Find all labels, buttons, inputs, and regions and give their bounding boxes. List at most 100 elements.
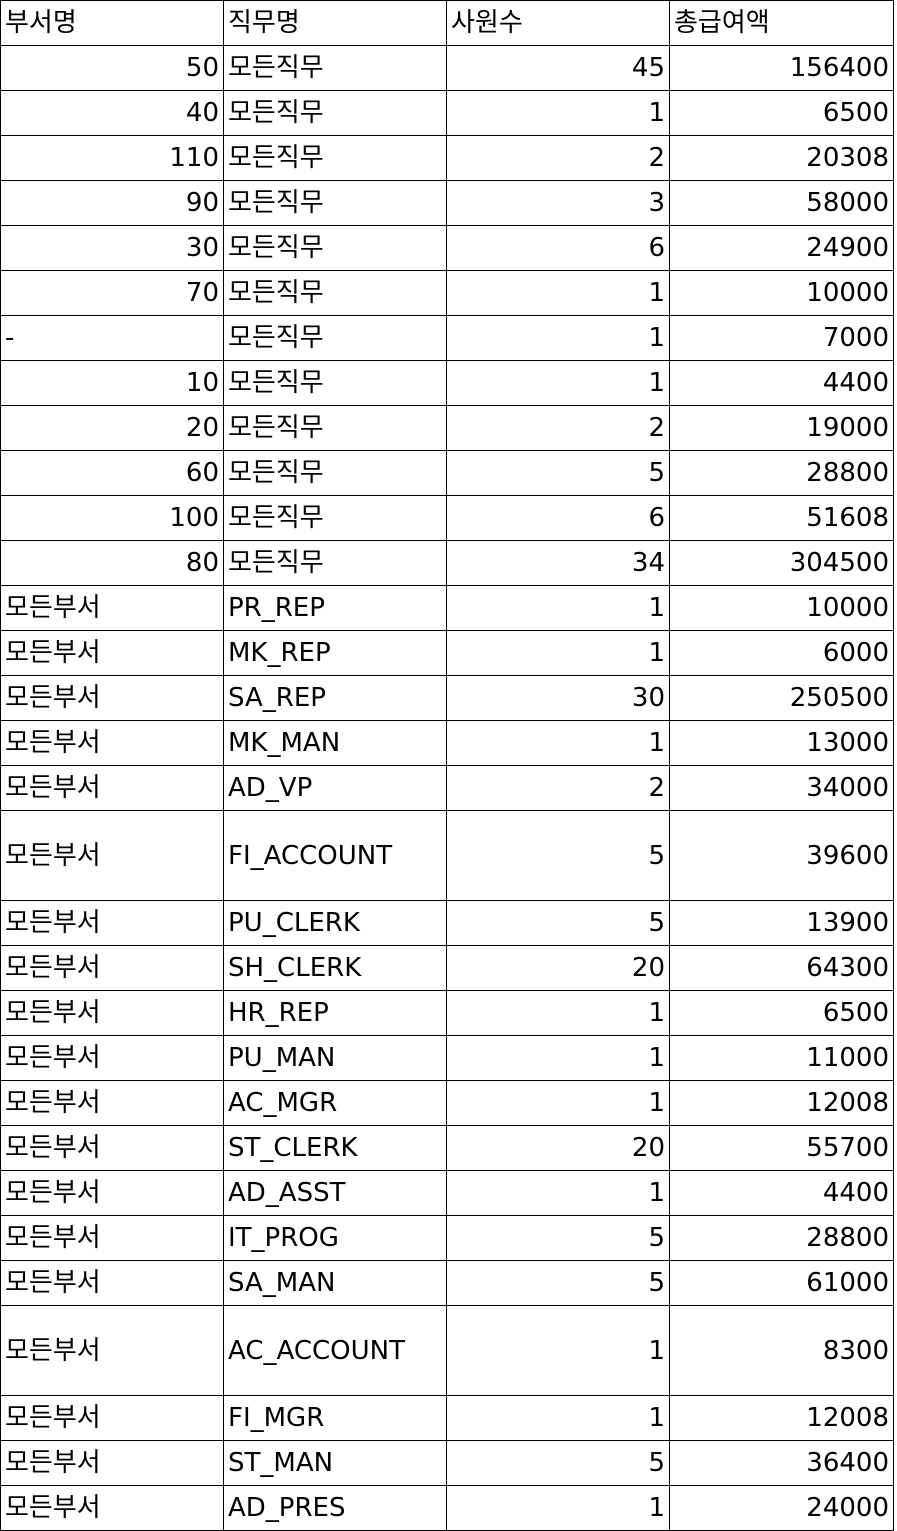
- cell-dept: 60: [0, 450, 224, 496]
- cell-total: 36400: [669, 1440, 894, 1486]
- cell-dept: 30: [0, 225, 224, 271]
- cell-dept: 모든부서: [0, 900, 224, 946]
- cell-dept: 50: [0, 45, 224, 91]
- cell-count: 20: [446, 945, 670, 991]
- cell-count: 1: [446, 585, 670, 631]
- cell-count: 1: [446, 1080, 670, 1126]
- table-row: 60 모든직무 5 28800: [0, 450, 894, 496]
- table-row: 모든부서 FI_MGR 1 12008: [0, 1395, 894, 1441]
- table-row: 모든부서 ST_CLERK 20 55700: [0, 1125, 894, 1171]
- cell-job: 모든직무: [223, 540, 447, 586]
- cell-total: 24900: [669, 225, 894, 271]
- cell-job: PR_REP: [223, 585, 447, 631]
- cell-dept: 모든부서: [0, 990, 224, 1036]
- cell-total: 28800: [669, 1215, 894, 1261]
- table-row: 90 모든직무 3 58000: [0, 180, 894, 226]
- cell-total: 10000: [669, 270, 894, 316]
- cell-total: 61000: [669, 1260, 894, 1306]
- cell-count: 1: [446, 1035, 670, 1081]
- cell-count: 34: [446, 540, 670, 586]
- cell-dept: 20: [0, 405, 224, 451]
- table-row: 모든부서 SH_CLERK 20 64300: [0, 945, 894, 991]
- cell-total: 8300: [669, 1305, 894, 1396]
- cell-count: 2: [446, 765, 670, 811]
- cell-job: 모든직무: [223, 315, 447, 361]
- cell-dept: 모든부서: [0, 1305, 224, 1396]
- cell-job: ST_CLERK: [223, 1125, 447, 1171]
- cell-count: 30: [446, 675, 670, 721]
- cell-dept: 모든부서: [0, 1215, 224, 1261]
- cell-count: 5: [446, 1260, 670, 1306]
- cell-total: 51608: [669, 495, 894, 541]
- table-row: 110 모든직무 2 20308: [0, 135, 894, 181]
- cell-total: 28800: [669, 450, 894, 496]
- cell-job: 모든직무: [223, 45, 447, 91]
- table-row: 모든부서 AC_MGR 1 12008: [0, 1080, 894, 1126]
- cell-dept: 모든부서: [0, 1170, 224, 1216]
- cell-job: AC_MGR: [223, 1080, 447, 1126]
- cell-dept: 모든부서: [0, 1485, 224, 1531]
- cell-total: 24000: [669, 1485, 894, 1531]
- cell-total: 10000: [669, 585, 894, 631]
- cell-dept: 모든부서: [0, 810, 224, 901]
- cell-dept: 모든부서: [0, 675, 224, 721]
- cell-count: 5: [446, 1440, 670, 1486]
- table-row: 모든부서 AD_VP 2 34000: [0, 765, 894, 811]
- cell-job: ST_MAN: [223, 1440, 447, 1486]
- cell-total: 11000: [669, 1035, 894, 1081]
- table-row: 70 모든직무 1 10000: [0, 270, 894, 316]
- cell-job: SH_CLERK: [223, 945, 447, 991]
- header-row: 부서명 직무명 사원수 총급여액: [0, 0, 894, 46]
- cell-count: 1: [446, 270, 670, 316]
- cell-dept: 모든부서: [0, 1035, 224, 1081]
- cell-job: MK_REP: [223, 630, 447, 676]
- cell-total: 250500: [669, 675, 894, 721]
- cell-count: 1: [446, 1170, 670, 1216]
- cell-total: 6500: [669, 90, 894, 136]
- cell-count: 2: [446, 135, 670, 181]
- cell-job: FI_ACCOUNT: [223, 810, 447, 901]
- table-row: 모든부서 PU_MAN 1 11000: [0, 1035, 894, 1081]
- table-row: 모든부서 PR_REP 1 10000: [0, 585, 894, 631]
- cell-count: 5: [446, 450, 670, 496]
- cell-job: 모든직무: [223, 270, 447, 316]
- cell-dept: 70: [0, 270, 224, 316]
- cell-count: 5: [446, 900, 670, 946]
- cell-total: 4400: [669, 360, 894, 406]
- table-row: 50 모든직무 45 156400: [0, 45, 894, 91]
- header-count: 사원수: [446, 0, 670, 46]
- cell-count: 1: [446, 1485, 670, 1531]
- cell-dept: 110: [0, 135, 224, 181]
- cell-count: 1: [446, 90, 670, 136]
- cell-total: 39600: [669, 810, 894, 901]
- header-total: 총급여액: [669, 0, 894, 46]
- cell-total: 34000: [669, 765, 894, 811]
- cell-count: 1: [446, 315, 670, 361]
- cell-job: 모든직무: [223, 450, 447, 496]
- table-row: 모든부서 MK_MAN 1 13000: [0, 720, 894, 766]
- cell-job: 모든직무: [223, 495, 447, 541]
- cell-dept: 모든부서: [0, 630, 224, 676]
- cell-job: 모든직무: [223, 360, 447, 406]
- cell-job: SA_MAN: [223, 1260, 447, 1306]
- table-row: 모든부서 AC_ACCOUNT 1 8300: [0, 1305, 894, 1396]
- cell-total: 304500: [669, 540, 894, 586]
- cell-count: 5: [446, 1215, 670, 1261]
- table-row: 모든부서 SA_REP 30 250500: [0, 675, 894, 721]
- cell-count: 1: [446, 1395, 670, 1441]
- cell-dept: 모든부서: [0, 1395, 224, 1441]
- table-row: 모든부서 IT_PROG 5 28800: [0, 1215, 894, 1261]
- cell-job: FI_MGR: [223, 1395, 447, 1441]
- cell-total: 12008: [669, 1395, 894, 1441]
- cell-job: AD_ASST: [223, 1170, 447, 1216]
- cell-dept: 모든부서: [0, 1440, 224, 1486]
- cell-job: HR_REP: [223, 990, 447, 1036]
- cell-job: PU_MAN: [223, 1035, 447, 1081]
- table-row: 80 모든직무 34 304500: [0, 540, 894, 586]
- cell-total: 6000: [669, 630, 894, 676]
- header-dept: 부서명: [0, 0, 224, 46]
- cell-job: AD_VP: [223, 765, 447, 811]
- cell-dept: -: [0, 315, 224, 361]
- cell-total: 6500: [669, 990, 894, 1036]
- cell-count: 2: [446, 405, 670, 451]
